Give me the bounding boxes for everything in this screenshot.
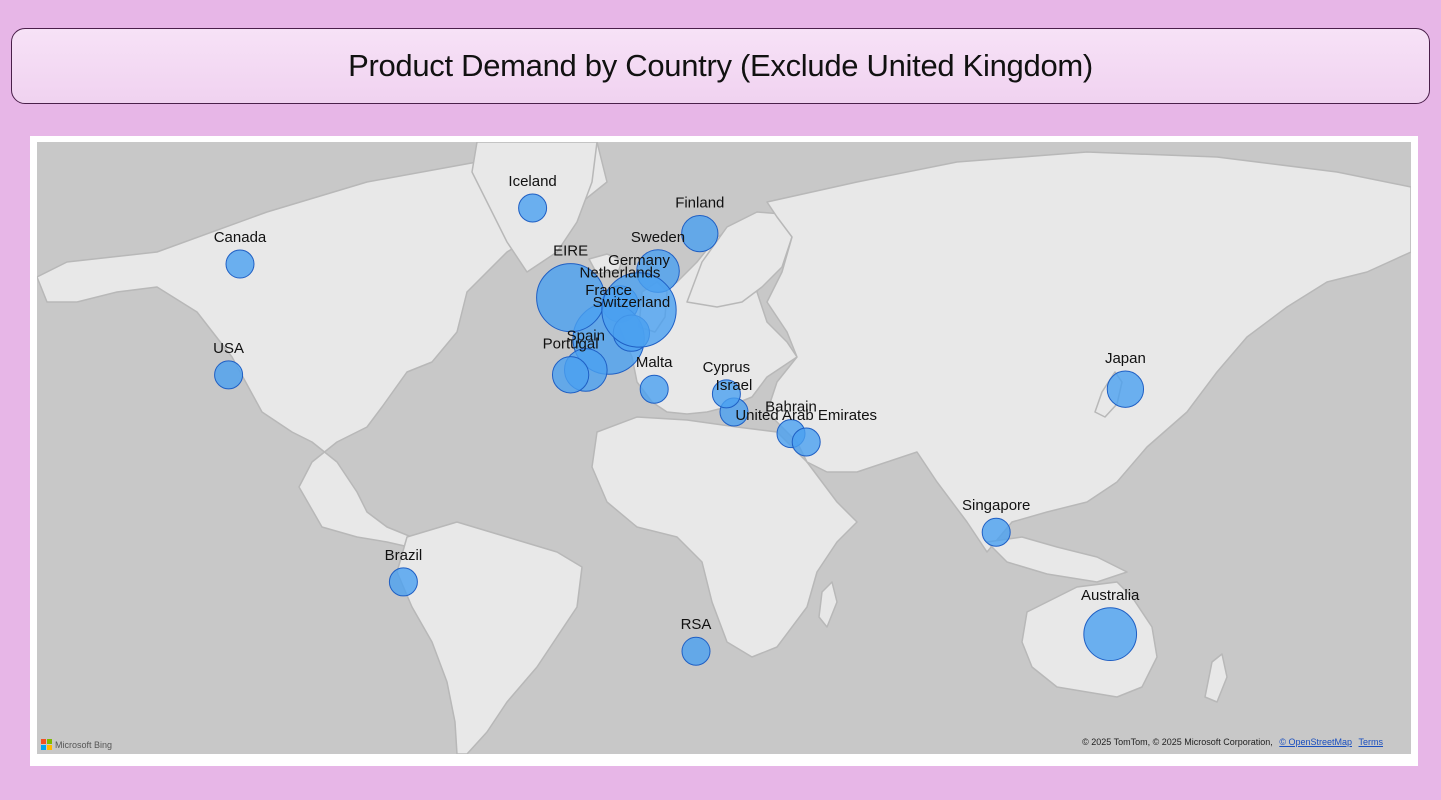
bubble-layer[interactable] — [214, 193, 1145, 666]
label-netherlands: Netherlands — [580, 265, 661, 282]
label-australia: Australia — [1081, 587, 1140, 604]
africa-land — [591, 416, 858, 658]
label-united-arab-emirates: United Arab Emirates — [735, 407, 877, 424]
label-germany: Germany — [608, 252, 670, 269]
bubble-united-arab-emirates[interactable] — [791, 427, 821, 457]
label-singapore: Singapore — [962, 497, 1030, 514]
bing-logo: Microsoft Bing — [41, 739, 112, 750]
map-attribution: © 2025 TomTom, © 2025 Microsoft Corporat… — [1082, 737, 1383, 747]
label-eire: EIRE — [553, 243, 588, 260]
bubble-germany[interactable] — [601, 272, 677, 348]
new-zealand-land — [1204, 653, 1228, 703]
label-israel: Israel — [716, 377, 753, 394]
bubble-malta[interactable] — [639, 374, 669, 404]
iceland-land — [588, 253, 623, 275]
logo-text: Microsoft Bing — [55, 739, 113, 750]
title-card: Product Demand by Country (Exclude Unite… — [11, 28, 1430, 104]
bubble-singapore[interactable] — [981, 517, 1011, 547]
label-cyprus: Cyprus — [703, 359, 751, 376]
terms-link[interactable]: Terms — [1358, 737, 1384, 747]
label-iceland: Iceland — [508, 173, 556, 190]
indonesia-land — [986, 536, 1128, 583]
label-japan: Japan — [1105, 350, 1146, 367]
label-malta: Malta — [636, 354, 673, 371]
world-map[interactable]: Canada USA Iceland Finland Netherlands Sweden… — [37, 142, 1411, 754]
label-layer: Canada USA Iceland Finland Netherlands Sweden… — [213, 173, 1146, 633]
microsoft-logo-icon — [41, 739, 52, 750]
label-rsa: RSA — [681, 616, 712, 633]
page-title: Product Demand by Country (Exclude Unite… — [348, 48, 1093, 83]
bubble-cyprus[interactable] — [711, 379, 741, 409]
label-brazil: Brazil — [385, 547, 423, 564]
south-america-land — [396, 521, 583, 754]
bubble-canada[interactable] — [225, 249, 255, 279]
label-sweden: Sweden — [631, 229, 685, 246]
openstreetmap-link[interactable]: © OpenStreetMap — [1279, 737, 1352, 747]
asia-land — [766, 151, 1411, 553]
bubble-usa[interactable] — [214, 360, 244, 390]
map-canvas[interactable]: Canada USA Iceland Finland Netherlands Sweden… — [37, 142, 1411, 754]
label-usa: USA — [213, 340, 244, 357]
label-bahrain: Bahrain — [765, 399, 817, 416]
label-portugal: Portugal — [543, 336, 599, 353]
label-france: France — [585, 282, 632, 299]
bubble-iceland[interactable] — [518, 193, 548, 223]
madagascar-land — [818, 581, 838, 628]
bubble-japan[interactable] — [1106, 370, 1145, 408]
label-canada: Canada — [214, 229, 267, 246]
label-switzerland: Switzerland — [593, 294, 671, 311]
bubble-australia[interactable] — [1083, 607, 1138, 662]
bubble-finland[interactable] — [681, 214, 719, 253]
bubble-portugal[interactable] — [551, 356, 590, 394]
map-visual: Canada USA Iceland Finland Netherlands Sweden… — [30, 136, 1418, 766]
attribution-text: © 2025 TomTom, © 2025 Microsoft Corporat… — [1082, 737, 1273, 747]
label-finland: Finland — [675, 194, 724, 211]
bubble-rsa[interactable] — [681, 636, 711, 666]
label-spain: Spain — [567, 328, 605, 345]
bubble-brazil[interactable] — [388, 567, 418, 597]
